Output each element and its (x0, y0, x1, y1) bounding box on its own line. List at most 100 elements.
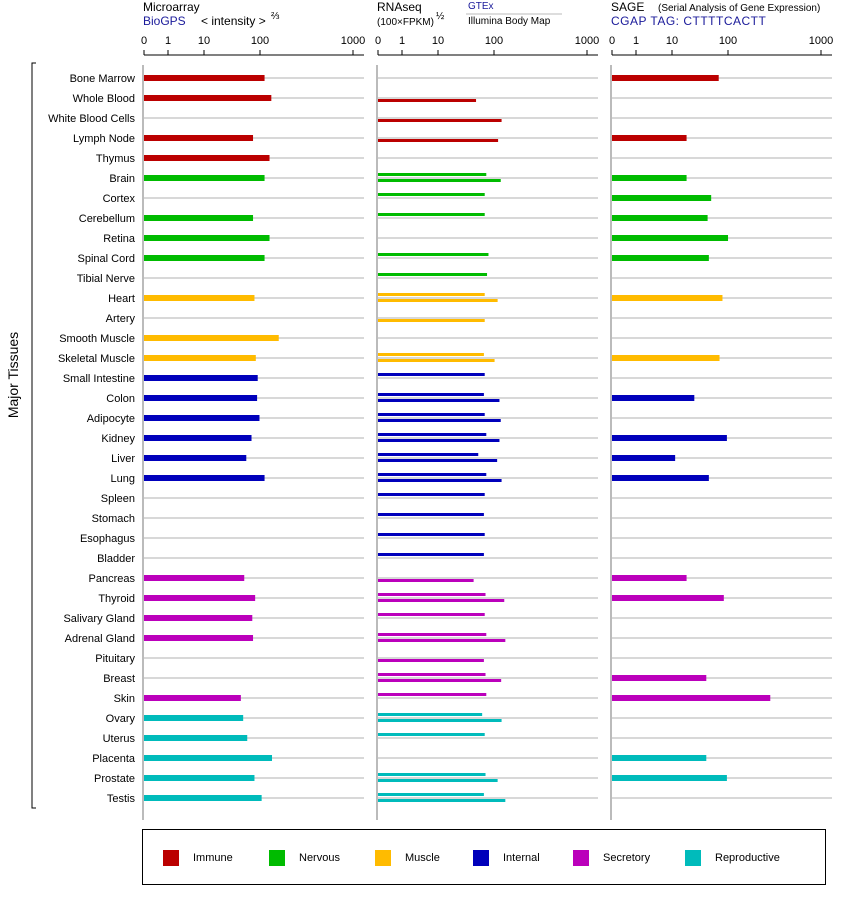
rnaseq-gtex-bar (378, 553, 484, 556)
rnaseq-source-illumina: Illumina Body Map (468, 16, 551, 27)
microarray-bar (144, 295, 255, 301)
sage-bar (612, 355, 720, 361)
rnaseq-illumina-bar (378, 139, 499, 142)
legend-item-reproductive: Reproductive (685, 850, 780, 866)
rnaseq-gtex-bar (378, 373, 485, 376)
tissue-label: Stomach (92, 513, 135, 525)
microarray-bar (144, 215, 254, 221)
microarray-unit: < intensity > (201, 14, 266, 28)
sage-bar (612, 395, 695, 401)
rnaseq-gtex-bar (378, 453, 479, 456)
legend-swatch (375, 850, 391, 866)
rnaseq-illumina-bar (378, 599, 505, 602)
tick-label: 10 (666, 35, 678, 47)
legend: Immune Nervous Muscle Internal Secretory Repr… (142, 829, 826, 885)
sage-note: (Serial Analysis of Gene Expression) (658, 3, 820, 14)
legend-swatch (269, 850, 285, 866)
tick-label: 1000 (575, 35, 599, 47)
tissue-label: Lymph Node (73, 133, 135, 145)
rnaseq-illumina-bar (378, 579, 474, 582)
rnaseq-title: RNAseq (377, 0, 422, 14)
sage-bar (612, 235, 729, 241)
tick-label: 1000 (809, 35, 833, 47)
tissue-label: Placenta (92, 753, 136, 765)
tissue-label: Breast (103, 673, 135, 685)
tick-label: 1 (633, 35, 639, 47)
tissue-label: Adipocyte (87, 413, 135, 425)
rnaseq-illumina-bar (378, 719, 502, 722)
tissue-label: Skin (114, 693, 135, 705)
rnaseq-gtex-bar (378, 393, 484, 396)
tissue-label: Spinal Cord (78, 253, 135, 265)
tissue-label: Colon (106, 393, 135, 405)
rnaseq-gtex-bar (378, 693, 487, 696)
tissue-label: Kidney (101, 433, 135, 445)
sage-bar (612, 215, 708, 221)
tissue-label: Uterus (103, 733, 136, 745)
axes: 0 1 10 100 1000 0 1 10 100 1000 0 1 10 100 1000 (141, 35, 833, 820)
tissue-label: White Blood Cells (48, 113, 135, 125)
microarray-bar (144, 615, 253, 621)
rnaseq-illumina-bar (378, 119, 502, 122)
microarray-bar (144, 435, 252, 441)
tissue-label: Lung (111, 473, 135, 485)
rnaseq-gtex-bar (378, 593, 486, 596)
tick-label: 100 (719, 35, 737, 47)
tissue-label: Esophagus (80, 533, 136, 545)
microarray-bar (144, 135, 254, 141)
rnaseq-illumina-bar (378, 779, 498, 782)
sage-bar (612, 435, 727, 441)
tissue-label: Pancreas (89, 573, 136, 585)
microarray-bar (144, 475, 265, 481)
tissue-label: Liver (111, 453, 135, 465)
rnaseq-illumina-bar (378, 419, 501, 422)
legend-label: Muscle (405, 852, 440, 864)
tick-label: 10 (198, 35, 210, 47)
tick-label: 100 (251, 35, 269, 47)
microarray-source: BioGPS (143, 14, 186, 28)
tissue-label: Whole Blood (73, 93, 135, 105)
tissue-label: Spleen (101, 493, 135, 505)
sage-bar (612, 695, 771, 701)
rnaseq-illumina-bar (378, 659, 484, 662)
microarray-bar (144, 415, 260, 421)
legend-item-muscle: Muscle (375, 850, 440, 866)
microarray-bar (144, 735, 248, 741)
rnaseq-gtex-bar (378, 613, 485, 616)
y-axis-label: Major Tissues (5, 332, 21, 418)
rnaseq-illumina-bar (378, 319, 485, 322)
microarray-bar (144, 775, 255, 781)
rnaseq-gtex-bar (378, 473, 487, 476)
y-axis-bracket (31, 62, 36, 809)
rnaseq-gtex-bar (378, 713, 483, 716)
sage-title: SAGE (611, 0, 644, 14)
microarray-bar (144, 335, 279, 341)
rnaseq-unit: (100×FPKM) (377, 17, 434, 28)
tissue-label: Salivary Gland (63, 613, 135, 625)
sage-tag: CGAP TAG: CTTTTCACTT (611, 14, 767, 28)
rnaseq-gtex-bar (378, 633, 487, 636)
rnaseq-gtex-bar (378, 213, 485, 216)
tissue-label: Tibial Nerve (77, 273, 135, 285)
rnaseq-illumina-bar (378, 399, 500, 402)
rnaseq-source-gtex: GTEx (468, 1, 494, 12)
sage-bar (612, 775, 727, 781)
rnaseq-illumina-bar (378, 359, 495, 362)
tick-label: 0 (609, 35, 615, 47)
rnaseq-gtex-bar (378, 793, 484, 796)
microarray-bar (144, 795, 262, 801)
rnaseq-gtex-bar (378, 513, 484, 516)
legend-swatch (473, 850, 489, 866)
tick-label: 1000 (341, 35, 365, 47)
rnaseq-illumina-bar (378, 439, 500, 442)
legend-item-secretory: Secretory (573, 850, 650, 866)
rnaseq-gtex-bar (378, 433, 487, 436)
tissue-label: Testis (107, 793, 136, 805)
rnaseq-gtex-bar (378, 253, 489, 256)
rnaseq-illumina-bar (378, 99, 477, 102)
rnaseq-gtex-bar (378, 353, 484, 356)
rnaseq-gtex-bar (378, 193, 485, 196)
sage-bar (612, 475, 709, 481)
microarray-bar (144, 95, 272, 101)
microarray-bar (144, 375, 258, 381)
